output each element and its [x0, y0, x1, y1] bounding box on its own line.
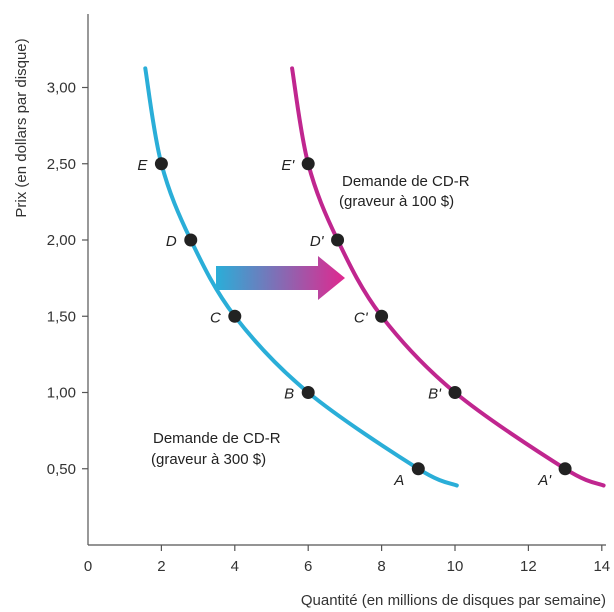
- x-tick-label: 2: [157, 558, 165, 575]
- point-label: D: [166, 233, 177, 250]
- y-tick-label: 2,00: [47, 232, 76, 249]
- point-label: B': [428, 386, 442, 403]
- data-point: [184, 233, 198, 247]
- point-label: C: [210, 309, 221, 326]
- shift-arrow: [216, 256, 345, 300]
- y-tick-label: 3,00: [47, 80, 76, 97]
- point-label: D': [310, 233, 325, 250]
- y-tick-label: 1,00: [47, 385, 76, 402]
- curve-label-100-line2: (graveur à 100 $): [339, 193, 454, 210]
- y-axis-title: Prix (en dollars par disque): [13, 38, 30, 217]
- point-label: E': [281, 157, 295, 174]
- point-label: A: [393, 472, 404, 489]
- point-label: C': [354, 309, 369, 326]
- curve-label-100-line1: Demande de CD-R: [342, 173, 470, 190]
- point-label: A': [537, 472, 552, 489]
- x-axis-title: Quantité (en millions de disques par sem…: [301, 592, 606, 609]
- curve-label-300-line1: Demande de CD-R: [153, 430, 281, 447]
- data-point: [154, 157, 168, 171]
- data-point: [411, 462, 425, 476]
- y-tick-label: 0,50: [47, 461, 76, 478]
- curve-label-300-line2: (graveur à 300 $): [151, 451, 266, 468]
- y-tick-label: 2,50: [47, 156, 76, 173]
- point-label: E: [137, 157, 148, 174]
- y-tick-label: 1,50: [47, 308, 76, 325]
- data-point: [331, 233, 345, 247]
- data-point: [558, 462, 572, 476]
- x-tick-label: 10: [447, 558, 464, 575]
- x-tick-label: 12: [520, 558, 537, 575]
- data-point: [228, 309, 242, 323]
- data-point: [301, 157, 315, 171]
- x-tick-label: 14: [593, 558, 610, 575]
- x-tick-label: 6: [304, 558, 312, 575]
- data-point: [375, 309, 389, 323]
- x-tick-label: 0: [84, 558, 92, 575]
- data-point: [448, 386, 462, 399]
- x-tick-label: 8: [377, 558, 385, 575]
- x-tick-label: 4: [231, 558, 239, 575]
- point-label: B: [284, 386, 294, 403]
- data-point: [301, 386, 315, 399]
